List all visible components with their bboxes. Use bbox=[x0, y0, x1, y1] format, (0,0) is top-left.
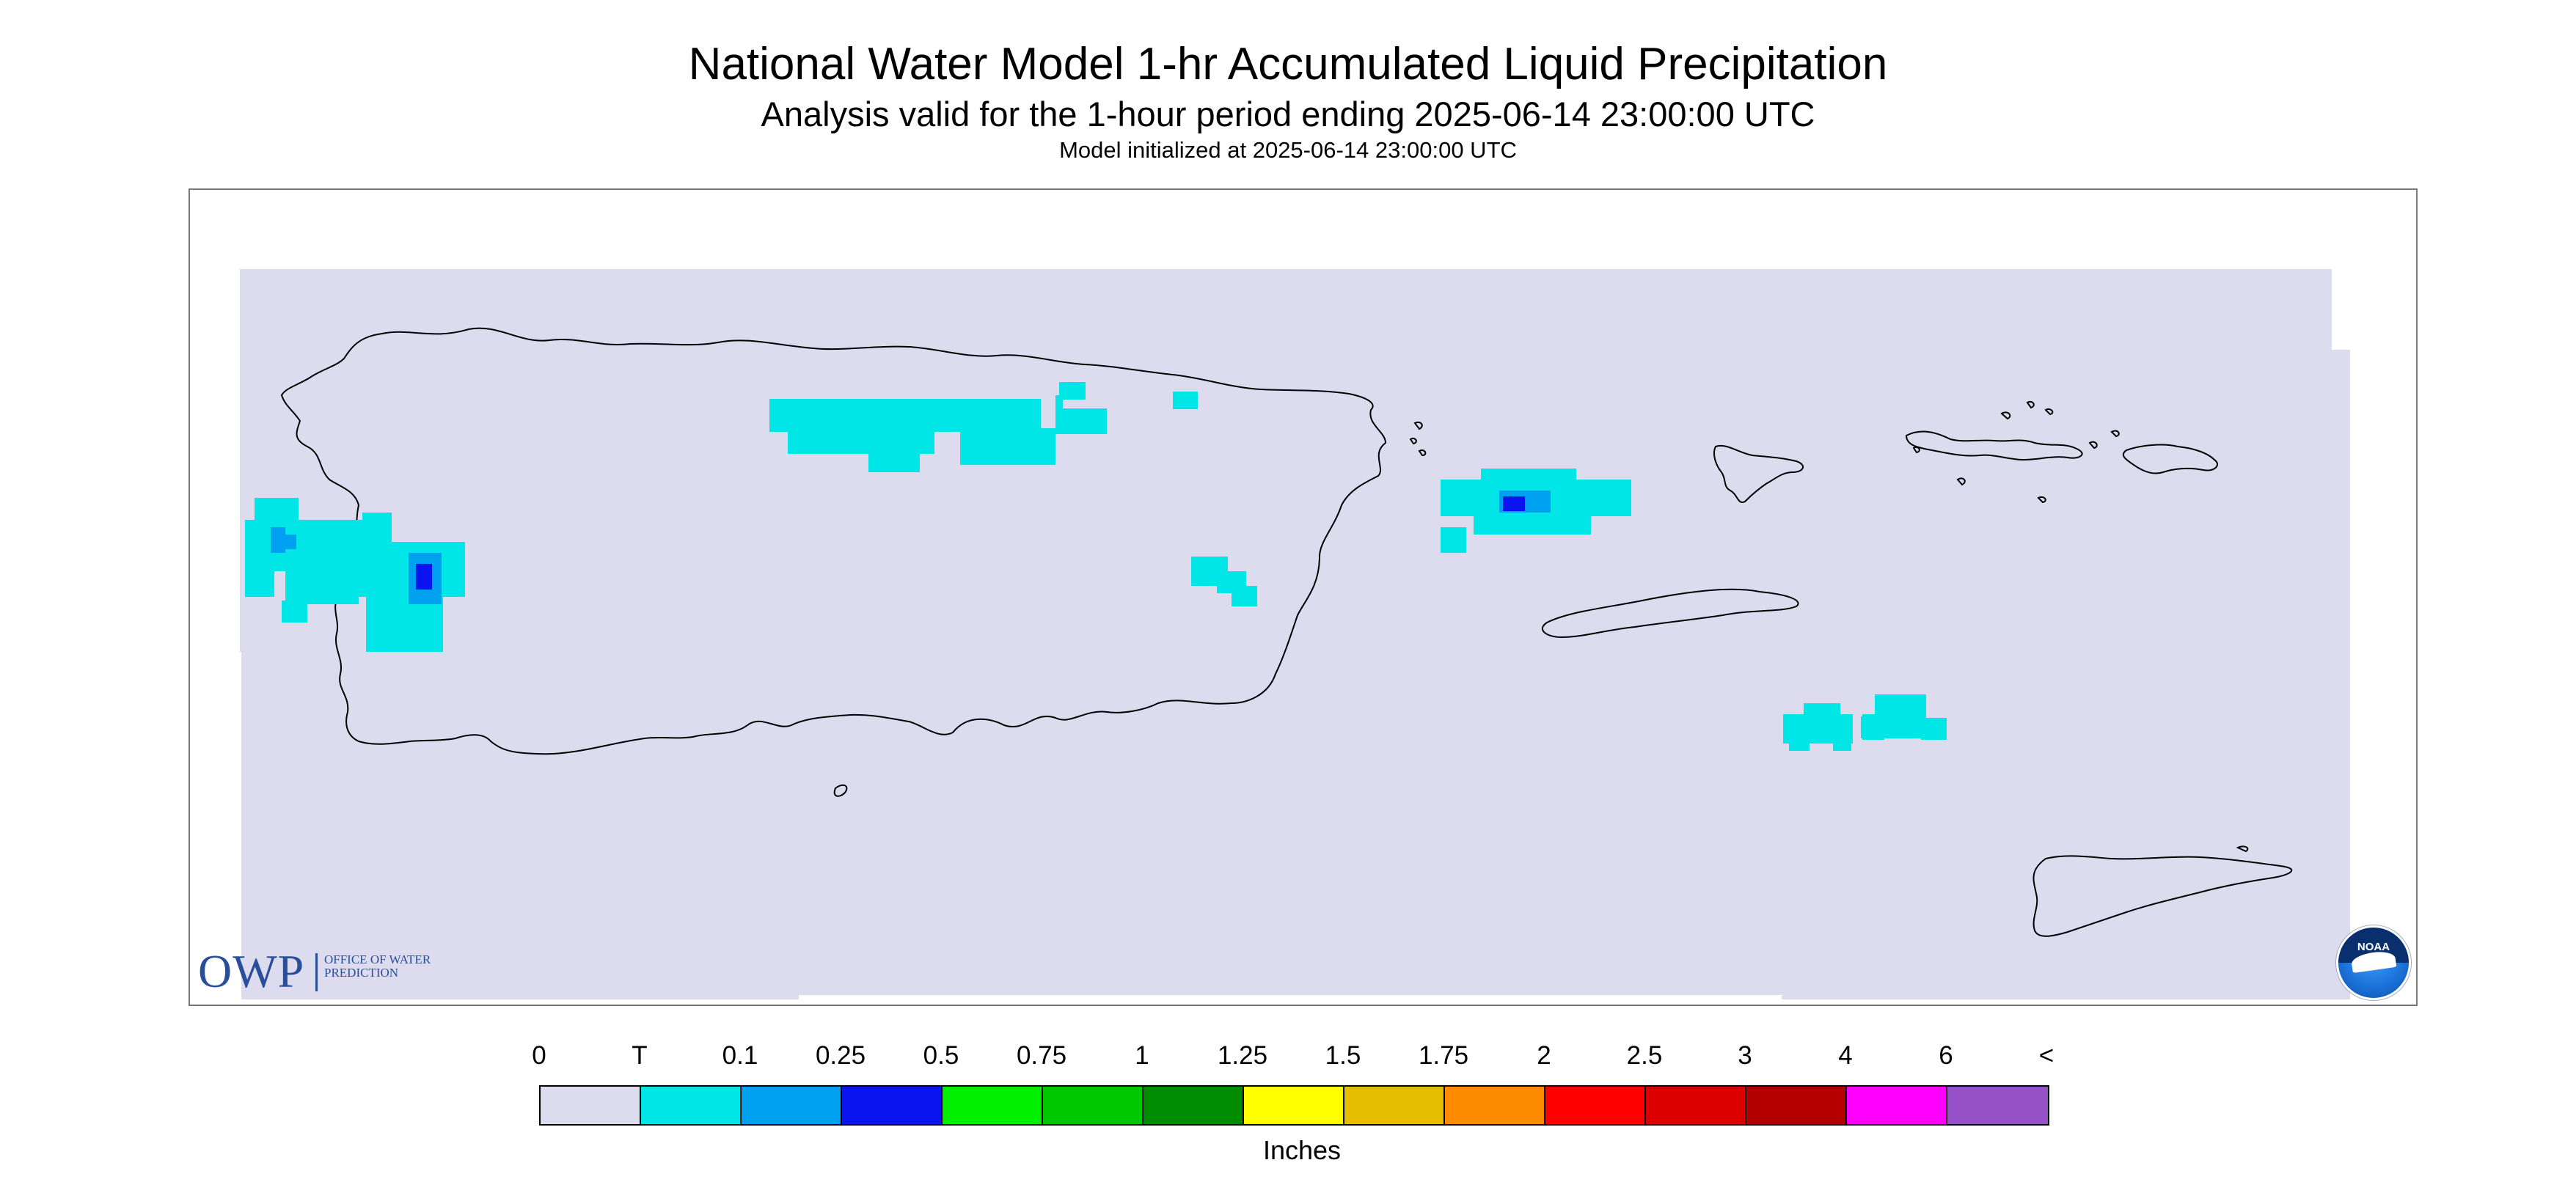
cay-2 bbox=[1409, 437, 1417, 445]
st-john-coastline bbox=[2122, 444, 2218, 474]
legend-swatch bbox=[1847, 1087, 1947, 1124]
precip-cell bbox=[1055, 395, 1063, 414]
precip-cell bbox=[1804, 703, 1840, 722]
legend-swatch bbox=[1244, 1087, 1344, 1124]
map-frame[interactable] bbox=[189, 188, 2418, 1006]
legend-unit: Inches bbox=[1262, 1135, 1342, 1165]
legend-label: 1.25 bbox=[1217, 1041, 1268, 1070]
legend-swatch bbox=[1344, 1087, 1445, 1124]
legend-labels: 0 T 0.1 0.25 0.5 0.75 1 1.25 1.5 1.75 2 2.5 3 4 6 < bbox=[532, 1041, 2065, 1078]
legend-swatch bbox=[641, 1087, 742, 1124]
legend-swatch bbox=[1947, 1087, 2048, 1124]
precip-cell bbox=[1085, 408, 1107, 434]
precip-cell bbox=[1503, 496, 1525, 511]
legend-label: < bbox=[2038, 1041, 2054, 1070]
map-subtitle: Analysis valid for the 1-hour period end… bbox=[761, 95, 1815, 133]
precip-cell bbox=[769, 399, 1041, 432]
legend-swatch bbox=[842, 1087, 943, 1124]
precip-cell bbox=[1173, 392, 1198, 409]
precip-cell bbox=[1587, 483, 1609, 513]
legend-swatch bbox=[1545, 1087, 1646, 1124]
precip-cell bbox=[278, 535, 296, 549]
model-init-text: Model initialized at 2025-06-14 23:00:00… bbox=[1059, 137, 1517, 163]
precip-map bbox=[234, 269, 2416, 1005]
owp-abbrev: OWP bbox=[198, 945, 305, 997]
owp-logo: OWP Office of Water Prediction bbox=[198, 946, 440, 997]
precip-trace-cells bbox=[245, 382, 1947, 751]
precip-cell bbox=[868, 428, 920, 472]
precip-cell bbox=[416, 564, 432, 590]
precip-cell bbox=[362, 513, 392, 542]
precip-cell bbox=[1474, 513, 1591, 535]
legend-label: T bbox=[632, 1041, 648, 1070]
no-precip-domain bbox=[240, 269, 2367, 999]
legend-swatch bbox=[541, 1087, 641, 1124]
precip-cell bbox=[960, 428, 1055, 465]
precip-cell bbox=[245, 568, 274, 597]
legend-label: 1 bbox=[1135, 1041, 1149, 1070]
legend-label: 0.25 bbox=[815, 1041, 866, 1070]
precip-cell bbox=[1833, 740, 1851, 751]
cay-1 bbox=[1413, 422, 1423, 430]
precip-cell bbox=[1481, 469, 1576, 487]
legend-swatch bbox=[1746, 1087, 1847, 1124]
domain-notch-left bbox=[234, 652, 241, 999]
legend-label: 1.75 bbox=[1418, 1041, 1469, 1070]
legend-label: 2 bbox=[1537, 1041, 1551, 1070]
legend-label: 4 bbox=[1838, 1041, 1853, 1070]
precip-cell bbox=[285, 568, 359, 604]
precip-cell bbox=[1059, 382, 1086, 400]
culebra-coastline bbox=[1713, 444, 1804, 503]
legend-label: 0.75 bbox=[1016, 1041, 1067, 1070]
legend-colorbar bbox=[539, 1085, 2049, 1126]
precip-cell bbox=[1789, 740, 1810, 751]
precip-cell bbox=[245, 520, 362, 571]
precip-cell bbox=[1441, 527, 1466, 553]
legend-label: 0.1 bbox=[722, 1041, 758, 1070]
caja-de-muertos-islet bbox=[833, 784, 848, 797]
legend-label: 3 bbox=[1738, 1041, 1752, 1070]
legend-label: 6 bbox=[1939, 1041, 1953, 1070]
precip-cell bbox=[282, 601, 307, 623]
legend-label: 0 bbox=[532, 1041, 546, 1070]
precip-cell bbox=[1921, 718, 1947, 740]
st-thomas-coastline bbox=[1905, 430, 2083, 461]
owp-divider bbox=[315, 953, 318, 991]
legend-swatch bbox=[742, 1087, 842, 1124]
legend-swatch bbox=[1445, 1087, 1545, 1124]
precip-legend: 0 T 0.1 0.25 0.5 0.75 1 1.25 1.5 1.75 2 2.5 3 4 6 < Inc… bbox=[532, 1041, 2065, 1173]
legend-swatch bbox=[1646, 1087, 1746, 1124]
noaa-wordmark: NOAA bbox=[2357, 941, 2390, 953]
domain-notch-bottom bbox=[799, 995, 1782, 1005]
map-title: National Water Model 1-hr Accumulated Li… bbox=[688, 39, 1888, 89]
legend-label: 1.5 bbox=[1325, 1041, 1361, 1070]
legend-swatch bbox=[1043, 1087, 1144, 1124]
noaa-logo: NOAA bbox=[2336, 925, 2411, 1000]
legend-swatch bbox=[943, 1087, 1043, 1124]
precip-cell bbox=[1232, 586, 1257, 606]
vieques-coastline bbox=[1541, 588, 1799, 639]
st-croix-coastline bbox=[2032, 855, 2293, 937]
legend-swatch bbox=[1144, 1087, 1244, 1124]
legend-label: 0.5 bbox=[923, 1041, 959, 1070]
precip-cell bbox=[1861, 716, 1886, 738]
small-vi-cays bbox=[1912, 400, 2120, 504]
cay-3 bbox=[1418, 449, 1427, 457]
owp-full-name: Office of Water Prediction bbox=[324, 952, 431, 980]
precip-blue-cells bbox=[416, 496, 1525, 590]
legend-label: 2.5 bbox=[1626, 1041, 1663, 1070]
domain-notch-right bbox=[2350, 269, 2416, 1005]
buck-island bbox=[2236, 845, 2249, 853]
